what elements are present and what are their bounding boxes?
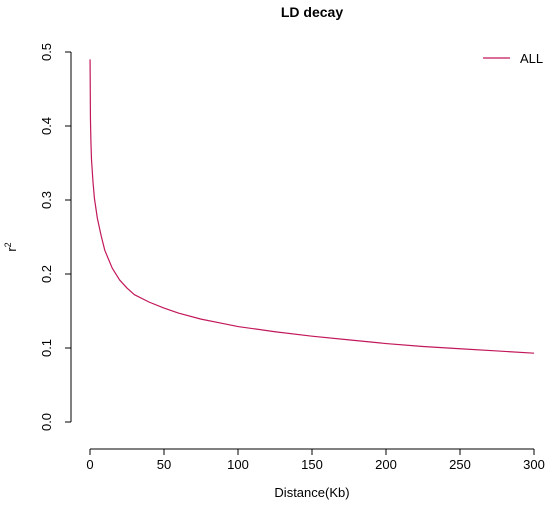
x-axis-ticks: 0 50 100 150 200 250 300 [86, 449, 545, 472]
y-tick-label: 0.5 [39, 43, 54, 61]
x-tick-label: 250 [449, 457, 471, 472]
y-axis-title-base: r [4, 247, 19, 252]
y-axis-ticks: 0.0 0.1 0.2 0.3 0.4 0.5 [39, 43, 71, 431]
x-tick-label: 150 [301, 457, 323, 472]
x-axis-title: Distance(Kb) [274, 485, 349, 500]
x-tick-label: 200 [375, 457, 397, 472]
legend: ALL [483, 51, 543, 66]
y-axis-title-superscript: 2 [3, 242, 13, 247]
y-tick-label: 0.3 [39, 191, 54, 209]
x-tick-label: 100 [227, 457, 249, 472]
y-tick-label: 0.0 [39, 413, 54, 431]
series-layer [89, 59, 535, 354]
x-tick-label: 50 [157, 457, 171, 472]
x-tick-label: 300 [523, 457, 545, 472]
y-axis-title: r2 [3, 242, 19, 251]
y-tick-label: 0.1 [39, 339, 54, 357]
chart-title: LD decay [281, 4, 343, 20]
y-tick-label: 0.2 [39, 265, 54, 283]
legend-label: ALL [520, 51, 543, 66]
x-tick-label: 0 [86, 457, 93, 472]
y-tick-label: 0.4 [39, 117, 54, 135]
series-line [89, 59, 535, 354]
